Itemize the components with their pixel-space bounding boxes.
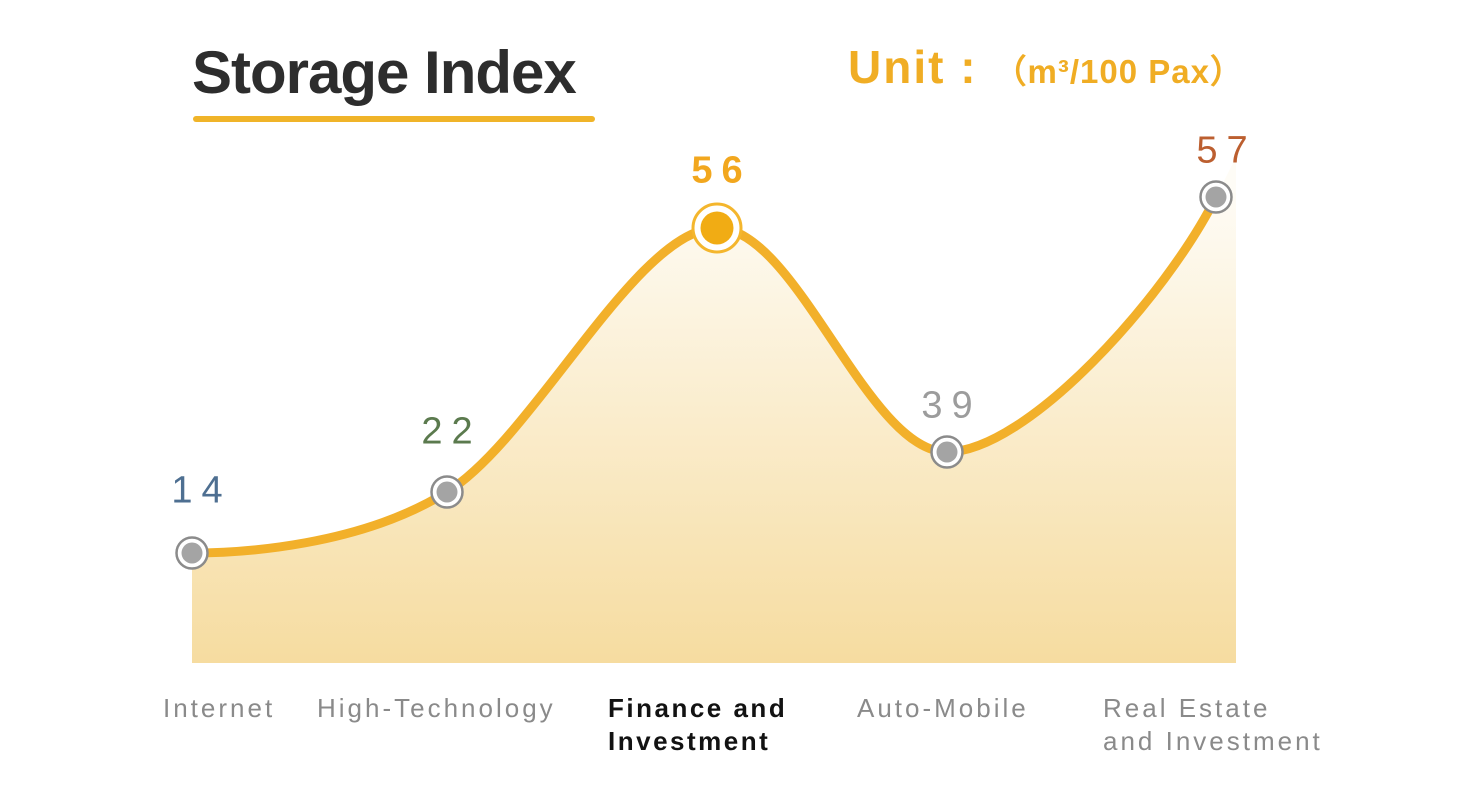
category-label-high-technology: High-Technology: [317, 693, 556, 723]
marker-dot: [1205, 186, 1227, 208]
category-label-internet: Internet: [163, 693, 276, 723]
category-label-real-estate: Real Estate and Investment: [1103, 693, 1323, 756]
category-label-auto-mobile: Auto-Mobile: [857, 693, 1029, 723]
title-underline: [193, 116, 595, 122]
value-label-real-estate: 57: [1196, 129, 1257, 172]
marker-dot: [181, 542, 203, 564]
area-fill: [192, 157, 1236, 663]
marker-dot-highlight: [700, 211, 734, 245]
unit-annotation: Unit : （m³/100 Pax）: [848, 40, 1244, 94]
unit-label: Unit :: [848, 41, 978, 93]
value-label-auto-mobile: 39: [921, 384, 982, 427]
value-label-internet: 14: [171, 469, 232, 512]
marker-dot: [436, 481, 458, 503]
category-label-finance-investment: Finance and Investment: [608, 693, 788, 756]
value-label-high-technology: 22: [421, 410, 482, 453]
marker-dot: [936, 441, 958, 463]
unit-value: （m³/100 Pax）: [993, 53, 1244, 90]
page-title: Storage Index: [192, 39, 577, 106]
value-label-finance-investment: 56: [691, 149, 752, 192]
